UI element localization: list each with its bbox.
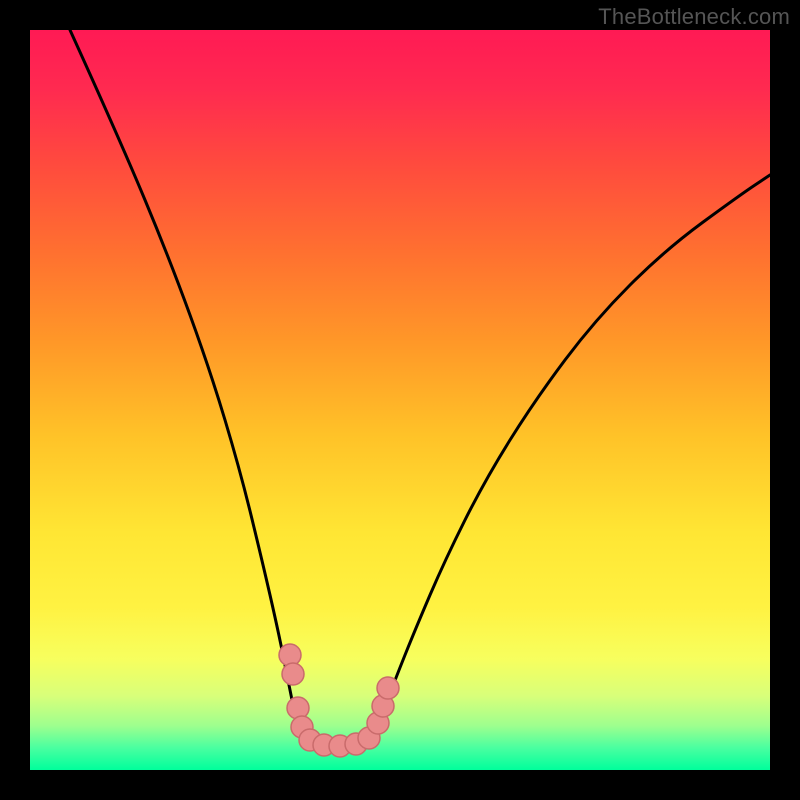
chart-container: TheBottleneck.com [0, 0, 800, 800]
curve-marker [287, 697, 309, 719]
curve-marker [282, 663, 304, 685]
curve-marker [377, 677, 399, 699]
bottleneck-chart [0, 0, 800, 800]
watermark-text: TheBottleneck.com [598, 4, 790, 30]
gradient-plot-area [30, 30, 770, 770]
